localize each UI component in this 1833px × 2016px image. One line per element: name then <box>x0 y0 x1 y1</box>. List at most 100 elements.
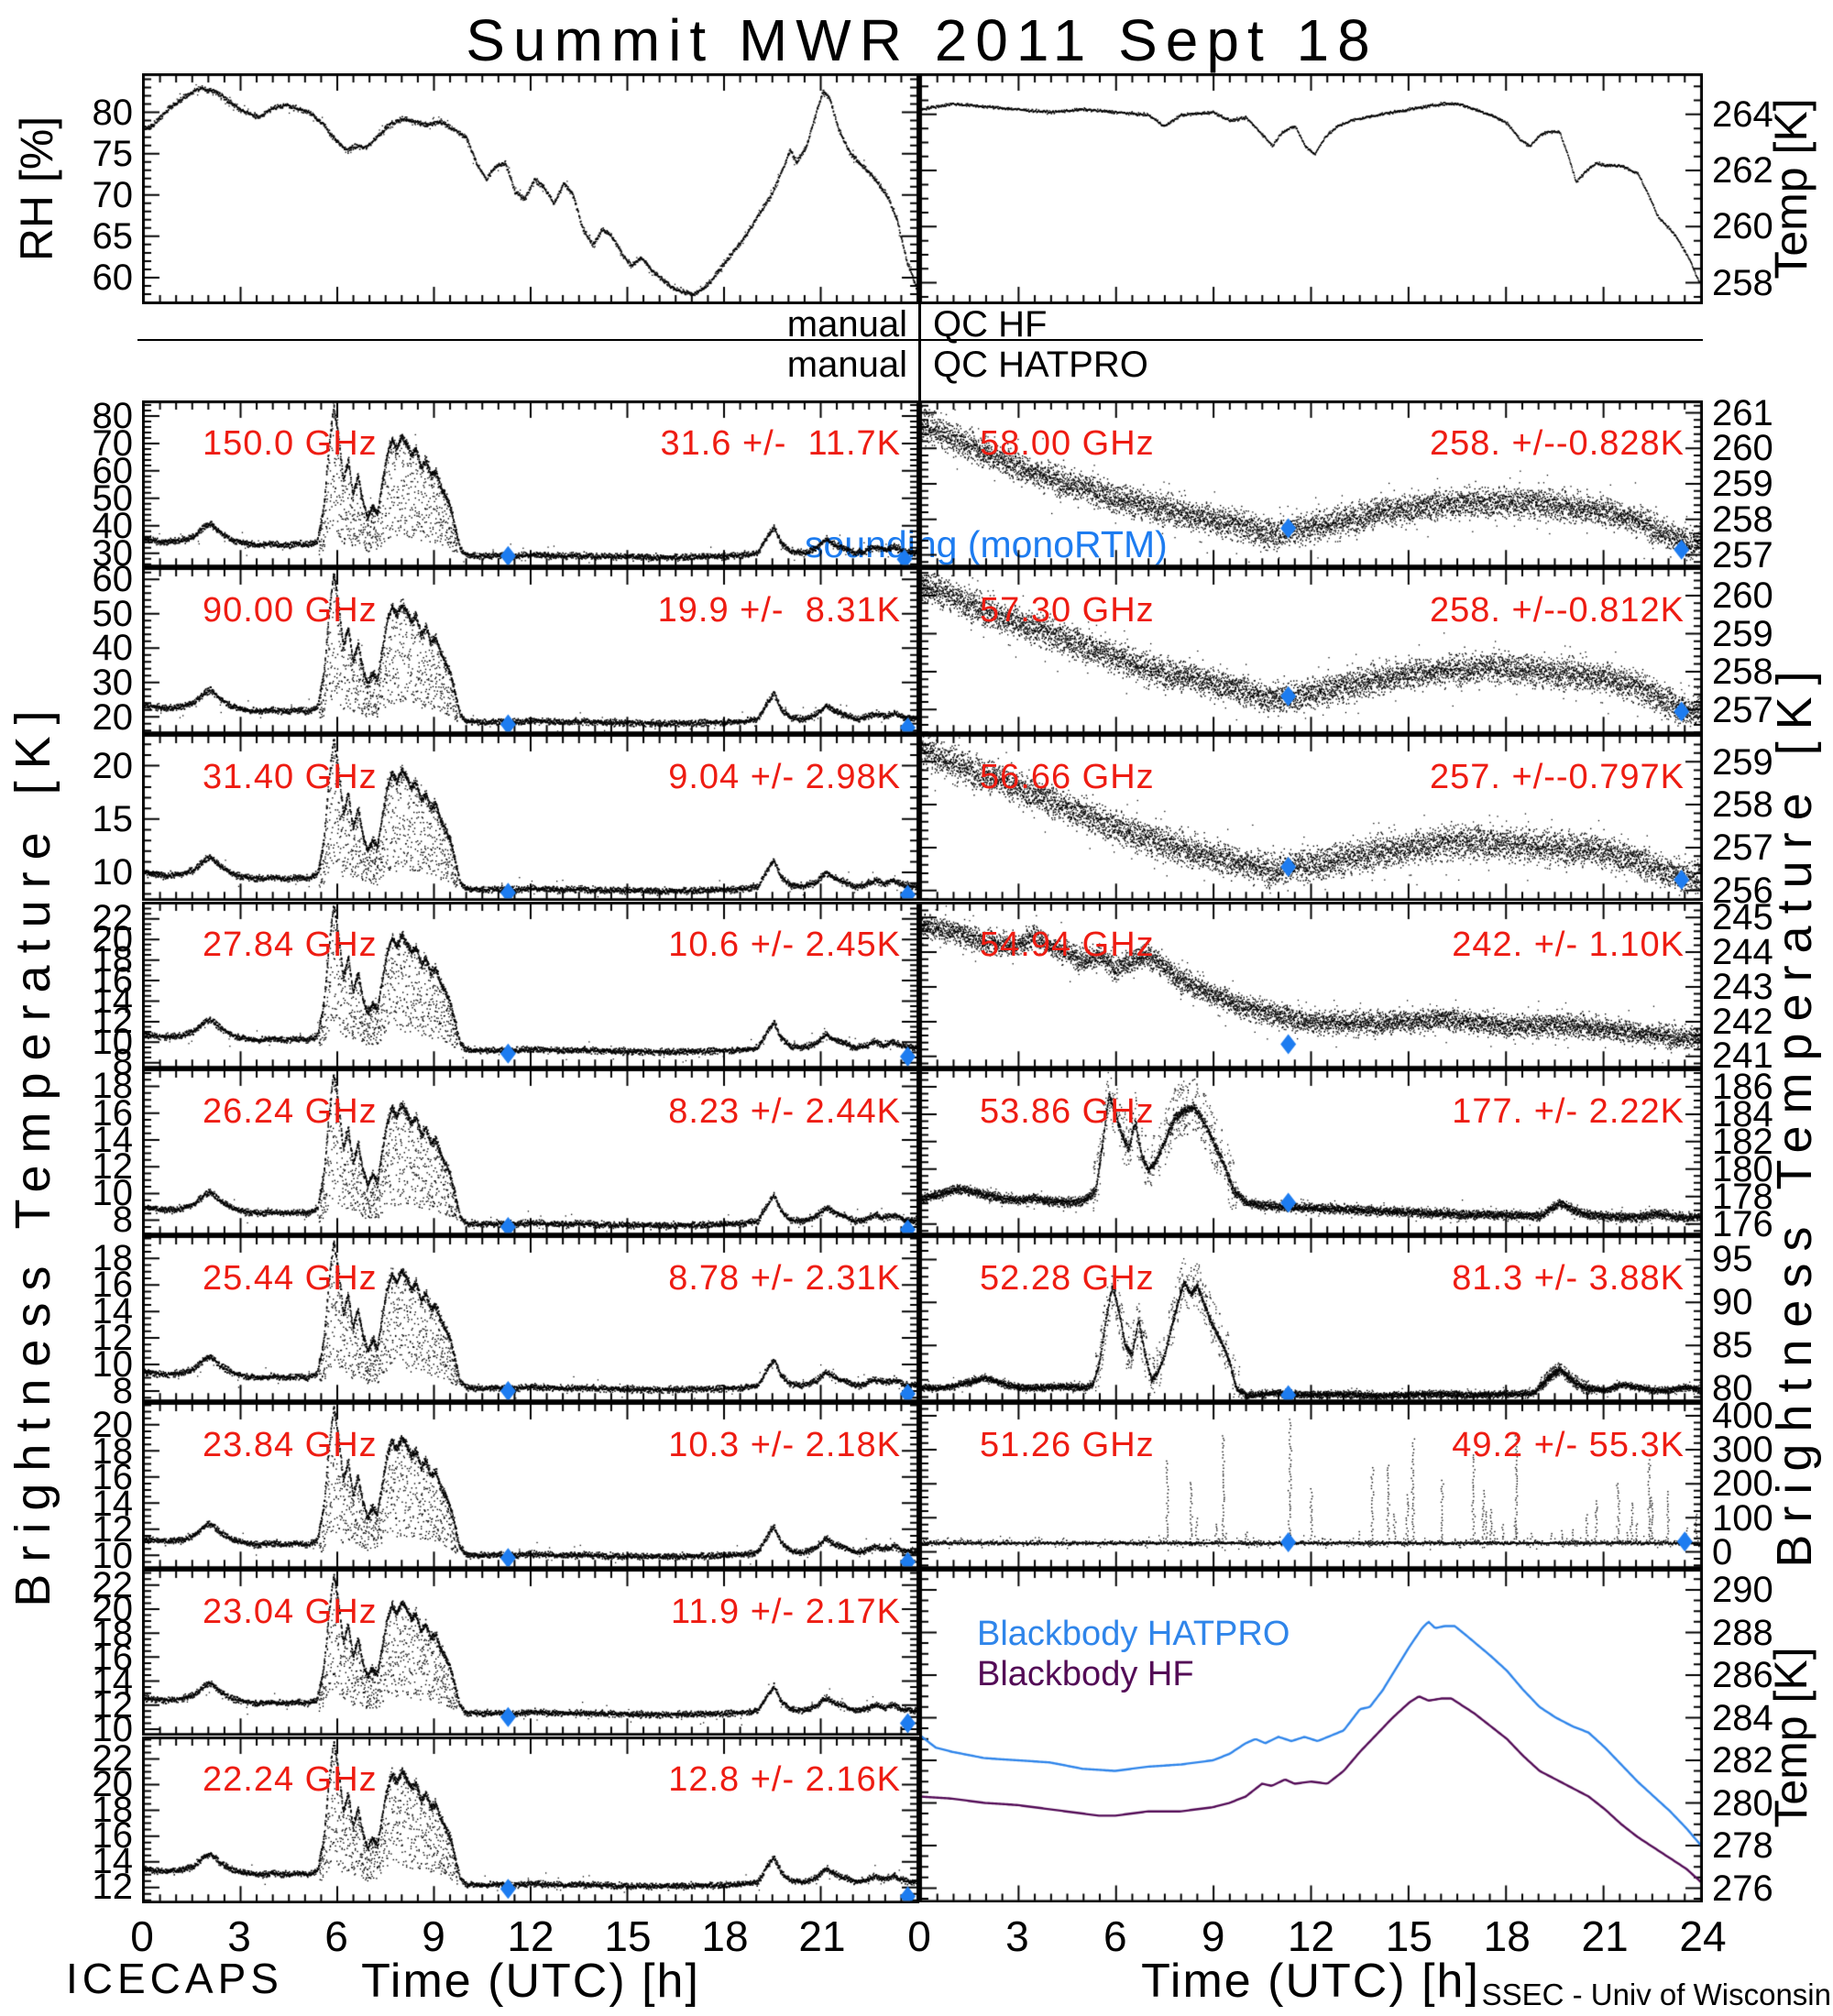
column-divider-line <box>918 304 921 401</box>
freq-label-57.30GHz: 57.30 GHz <box>980 591 1155 630</box>
ytick-23.04GHz-22: 22 <box>92 1565 134 1606</box>
ytick-58.00GHz-261: 261 <box>1712 392 1773 433</box>
ytick-temp-264: 264 <box>1712 93 1773 135</box>
stat-label-53.86GHz: 177. +/- 2.22K <box>1452 1091 1685 1131</box>
ytick-27.84GHz-14: 14 <box>92 981 134 1022</box>
ytick-53.86GHz-184: 184 <box>1712 1093 1773 1134</box>
ytick-58.00GHz-258: 258 <box>1712 499 1773 540</box>
panel-23.84GHz <box>142 1402 919 1570</box>
ytick-27.84GHz-22: 22 <box>92 898 134 939</box>
ytick-25.44GHz-16: 16 <box>92 1265 134 1306</box>
credit-label: SSEC - Univ of Wisconsin <box>1481 1978 1831 2011</box>
ytick-25.44GHz-18: 18 <box>92 1238 134 1279</box>
ytick-31.40GHz-20: 20 <box>92 746 134 786</box>
ytick-25.44GHz-10: 10 <box>92 1344 134 1386</box>
panel-51.26GHz <box>919 1402 1703 1570</box>
ytick-31.40GHz-10: 10 <box>92 852 134 893</box>
xtick-left-6: 6 <box>324 1912 348 1960</box>
ytick-56.66GHz-257: 257 <box>1712 827 1773 869</box>
xtick-right-9: 9 <box>1201 1912 1225 1960</box>
stat-label-31.40GHz: 9.04 +/- 2.98K <box>668 758 901 797</box>
ytick-27.84GHz-10: 10 <box>92 1021 134 1062</box>
stat-label-150.0GHz: 31.6 +/- 11.7K <box>660 424 901 463</box>
ytick-rh-60: 60 <box>92 257 134 298</box>
ytick-temp-260: 260 <box>1712 206 1773 247</box>
ytick-27.84GHz-12: 12 <box>92 1001 134 1042</box>
ytick-22.24GHz-14: 14 <box>92 1841 134 1882</box>
ytick-26.24GHz-14: 14 <box>92 1119 134 1160</box>
stat-label-26.24GHz: 8.23 +/- 2.44K <box>668 1091 901 1131</box>
ytick-23.04GHz-20: 20 <box>92 1589 134 1630</box>
freq-label-25.44GHz: 25.44 GHz <box>203 1259 378 1298</box>
freq-label-150.0GHz: 150.0 GHz <box>203 424 378 463</box>
panel-52.28GHz <box>919 1235 1703 1402</box>
ytick-27.84GHz-8: 8 <box>112 1042 133 1083</box>
stat-label-51.26GHz: 49.2 +/- 55.3K <box>1452 1426 1685 1465</box>
xtick-right-21: 21 <box>1581 1912 1629 1960</box>
ytick-150.0GHz-80: 80 <box>92 395 134 436</box>
ytick-57.30GHz-259: 259 <box>1712 613 1773 654</box>
ytick-23.04GHz-12: 12 <box>92 1685 134 1726</box>
xtick-left-3: 3 <box>227 1912 251 1960</box>
ytick-temp-262: 262 <box>1712 150 1773 192</box>
panel-22.24GHz <box>142 1736 919 1903</box>
freq-label-58.00GHz: 58.00 GHz <box>980 424 1155 463</box>
ytick-90.00GHz-50: 50 <box>92 593 134 634</box>
ytick-23.84GHz-14: 14 <box>92 1483 134 1524</box>
ytick-52.28GHz-90: 90 <box>1712 1282 1753 1323</box>
ytick-23.04GHz-14: 14 <box>92 1660 134 1702</box>
ytick-23.04GHz-18: 18 <box>92 1613 134 1654</box>
panel-rh <box>142 73 919 304</box>
ytick-90.00GHz-30: 30 <box>92 663 134 703</box>
ytick-blackbody-278: 278 <box>1712 1825 1773 1867</box>
qc-hatpro-label: QC HATPRO <box>933 345 1148 385</box>
ytick-27.84GHz-20: 20 <box>92 918 134 959</box>
stat-label-23.04GHz: 11.9 +/- 2.17K <box>671 1593 901 1632</box>
freq-label-23.84GHz: 23.84 GHz <box>203 1426 378 1465</box>
stat-label-27.84GHz: 10.6 +/- 2.45K <box>668 925 901 964</box>
ytick-22.24GHz-18: 18 <box>92 1790 134 1831</box>
ytick-51.26GHz-100: 100 <box>1712 1497 1773 1539</box>
ytick-51.26GHz-0: 0 <box>1712 1531 1733 1572</box>
stat-label-25.44GHz: 8.78 +/- 2.31K <box>668 1259 901 1298</box>
ytick-57.30GHz-257: 257 <box>1712 689 1773 730</box>
freq-label-56.66GHz: 56.66 GHz <box>980 758 1155 797</box>
ytick-rh-65: 65 <box>92 215 134 257</box>
ytick-57.30GHz-260: 260 <box>1712 575 1773 617</box>
ytick-26.24GHz-12: 12 <box>92 1145 134 1187</box>
ytick-22.24GHz-16: 16 <box>92 1815 134 1857</box>
panel-25.44GHz <box>142 1235 919 1402</box>
ytick-23.84GHz-18: 18 <box>92 1430 134 1472</box>
xtick-left-21: 21 <box>798 1912 846 1960</box>
ytick-25.44GHz-8: 8 <box>112 1371 133 1412</box>
ytick-54.94GHz-243: 243 <box>1712 966 1773 1007</box>
ytick-23.04GHz-16: 16 <box>92 1637 134 1678</box>
ytick-90.00GHz-40: 40 <box>92 628 134 669</box>
panel-57.30GHz <box>919 567 1703 735</box>
ytick-23.84GHz-12: 12 <box>92 1509 134 1550</box>
ytick-blackbody-290: 290 <box>1712 1570 1773 1611</box>
panel-90.00GHz <box>142 567 919 735</box>
ytick-blackbody-280: 280 <box>1712 1782 1773 1824</box>
ytick-53.86GHz-182: 182 <box>1712 1121 1773 1162</box>
ytick-22.24GHz-12: 12 <box>92 1867 134 1908</box>
ytick-150.0GHz-50: 50 <box>92 477 134 519</box>
ytick-150.0GHz-60: 60 <box>92 450 134 491</box>
panel-blackbody <box>919 1569 1703 1903</box>
ytick-58.00GHz-257: 257 <box>1712 534 1773 575</box>
ytick-56.66GHz-259: 259 <box>1712 741 1773 783</box>
ytick-90.00GHz-20: 20 <box>92 696 134 738</box>
stat-label-56.66GHz: 257. +/--0.797K <box>1429 758 1685 797</box>
freq-label-54.94GHz: 54.94 GHz <box>980 925 1155 964</box>
freq-label-23.04GHz: 23.04 GHz <box>203 1593 378 1632</box>
qc-manual-hf-label: manual <box>786 304 907 345</box>
ytick-25.44GHz-12: 12 <box>92 1318 134 1359</box>
ytick-58.00GHz-260: 260 <box>1712 428 1773 469</box>
ytick-blackbody-288: 288 <box>1712 1612 1773 1653</box>
xtick-right-6: 6 <box>1103 1912 1127 1960</box>
qc-hf-label: QC HF <box>933 304 1048 345</box>
ytick-54.94GHz-244: 244 <box>1712 931 1773 972</box>
xtick-right-12: 12 <box>1287 1912 1335 1960</box>
ytick-23.84GHz-16: 16 <box>92 1457 134 1498</box>
